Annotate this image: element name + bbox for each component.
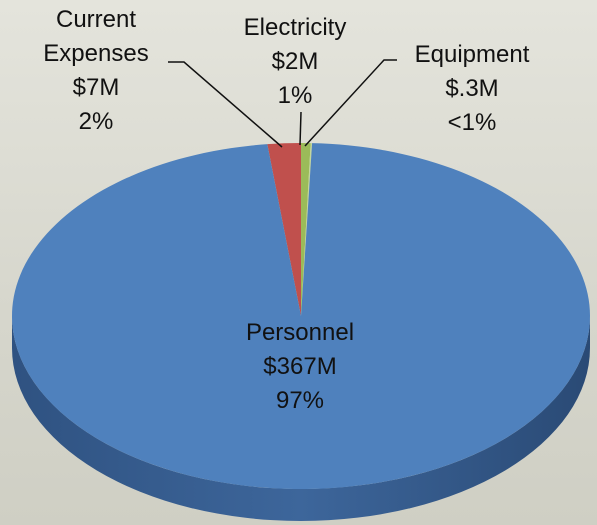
slice-percent: 2% [78,108,114,135]
leader-line [299,111,302,146]
slice-name: Electricity [243,14,347,41]
slice-name: Current Expenses [43,6,149,67]
slice-value: $2M [271,48,319,75]
slice-label: Equipment $.3M <1% [392,38,552,140]
slice-percent: <1% [447,109,497,136]
slice-name: Equipment [414,41,530,68]
pie-slice [301,143,311,316]
slice-value: $.3M [445,75,499,102]
pie-side [12,316,590,521]
leader-line [304,59,397,147]
slice-label: Personnel $367M 97% [200,316,400,418]
pie-slice [301,143,313,316]
slice-percent: 1% [277,82,313,109]
slice-value: $367M [263,353,337,380]
slice-label: Current Expenses $7M 2% [21,3,171,139]
leader-line [168,61,283,148]
pie-slice [267,143,301,316]
slice-value: $7M [72,74,120,101]
pie-slice [11,143,590,489]
slice-name: Personnel [245,319,355,346]
leader-lines [168,59,397,148]
slice-label: Electricity $2M 1% [215,11,375,113]
slice-percent: 97% [275,387,325,414]
pie [11,143,590,521]
